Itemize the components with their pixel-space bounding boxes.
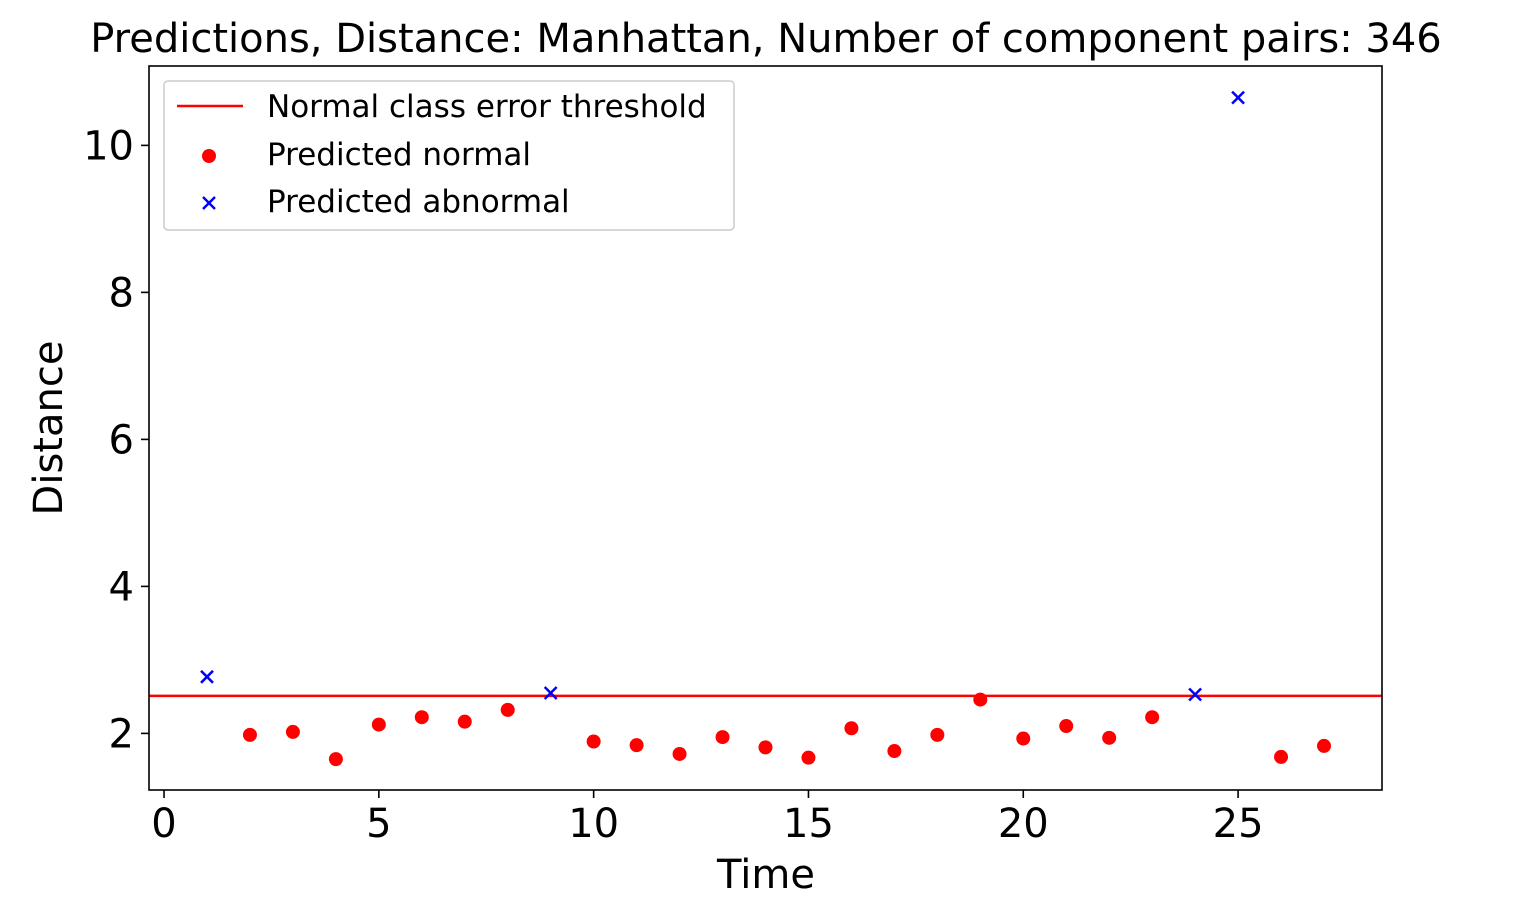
y-tick-label: 6 <box>109 417 134 463</box>
data-point-normal <box>930 727 945 742</box>
data-point-abnormal <box>200 669 214 684</box>
legend-threshold-label: Normal class error threshold <box>267 89 707 125</box>
chart-title: Predictions, Distance: Manhattan, Number… <box>90 16 1441 62</box>
data-point-normal <box>1274 749 1289 764</box>
data-point-normal <box>801 750 816 765</box>
x-tick-label: 10 <box>568 801 619 847</box>
x-tick-label: 5 <box>366 801 391 847</box>
y-tick-label: 4 <box>109 564 134 610</box>
data-point-normal <box>629 738 644 753</box>
data-point-normal <box>1145 710 1160 725</box>
data-point-normal <box>758 740 773 755</box>
data-point-normal <box>371 717 386 732</box>
y-tick-label: 10 <box>83 123 134 169</box>
y-axis-label: Distance <box>26 341 72 516</box>
x-axis-label: Time <box>716 852 815 898</box>
data-point-normal <box>457 714 472 729</box>
legend-normal-swatch <box>202 149 216 163</box>
data-point-abnormal <box>1188 687 1203 702</box>
legend-frame <box>163 80 735 231</box>
x-tick-label: 20 <box>998 801 1049 847</box>
data-point-normal <box>1016 731 1031 746</box>
data-point-normal <box>672 746 687 761</box>
data-point-normal <box>1059 719 1074 734</box>
data-point-abnormal <box>1231 90 1245 105</box>
data-point-normal <box>844 721 859 736</box>
data-point-normal <box>242 727 257 742</box>
data-point-normal <box>586 734 601 749</box>
axes-frame <box>148 65 1383 791</box>
data-point-normal <box>973 692 988 707</box>
x-tick-label: 15 <box>783 801 834 847</box>
data-point-normal <box>887 744 902 759</box>
legend-abnormal-swatch <box>202 196 216 210</box>
data-point-normal <box>715 730 730 745</box>
y-tick-label: 2 <box>109 711 134 757</box>
y-tick-label: 8 <box>109 270 134 316</box>
data-point-normal <box>414 710 429 725</box>
data-point-abnormal <box>543 686 558 700</box>
legend-x-marker <box>202 196 216 210</box>
x-tick-label: 25 <box>1213 801 1264 847</box>
legend: Normal class error threshold Predicted n… <box>163 80 735 231</box>
data-point-normal <box>500 702 515 717</box>
data-point-normal <box>285 724 300 739</box>
legend-abnormal-label: Predicted abnormal <box>267 184 570 220</box>
data-point-normal <box>328 752 343 767</box>
data-point-normal <box>1102 730 1117 745</box>
data-point-normal <box>1317 738 1332 753</box>
legend-normal-label: Predicted normal <box>267 137 531 173</box>
plot-area <box>149 90 1382 767</box>
axes: 0 5 10 15 20 25 2 4 6 8 10 <box>83 65 1383 847</box>
x-tick-label: 0 <box>151 801 176 847</box>
